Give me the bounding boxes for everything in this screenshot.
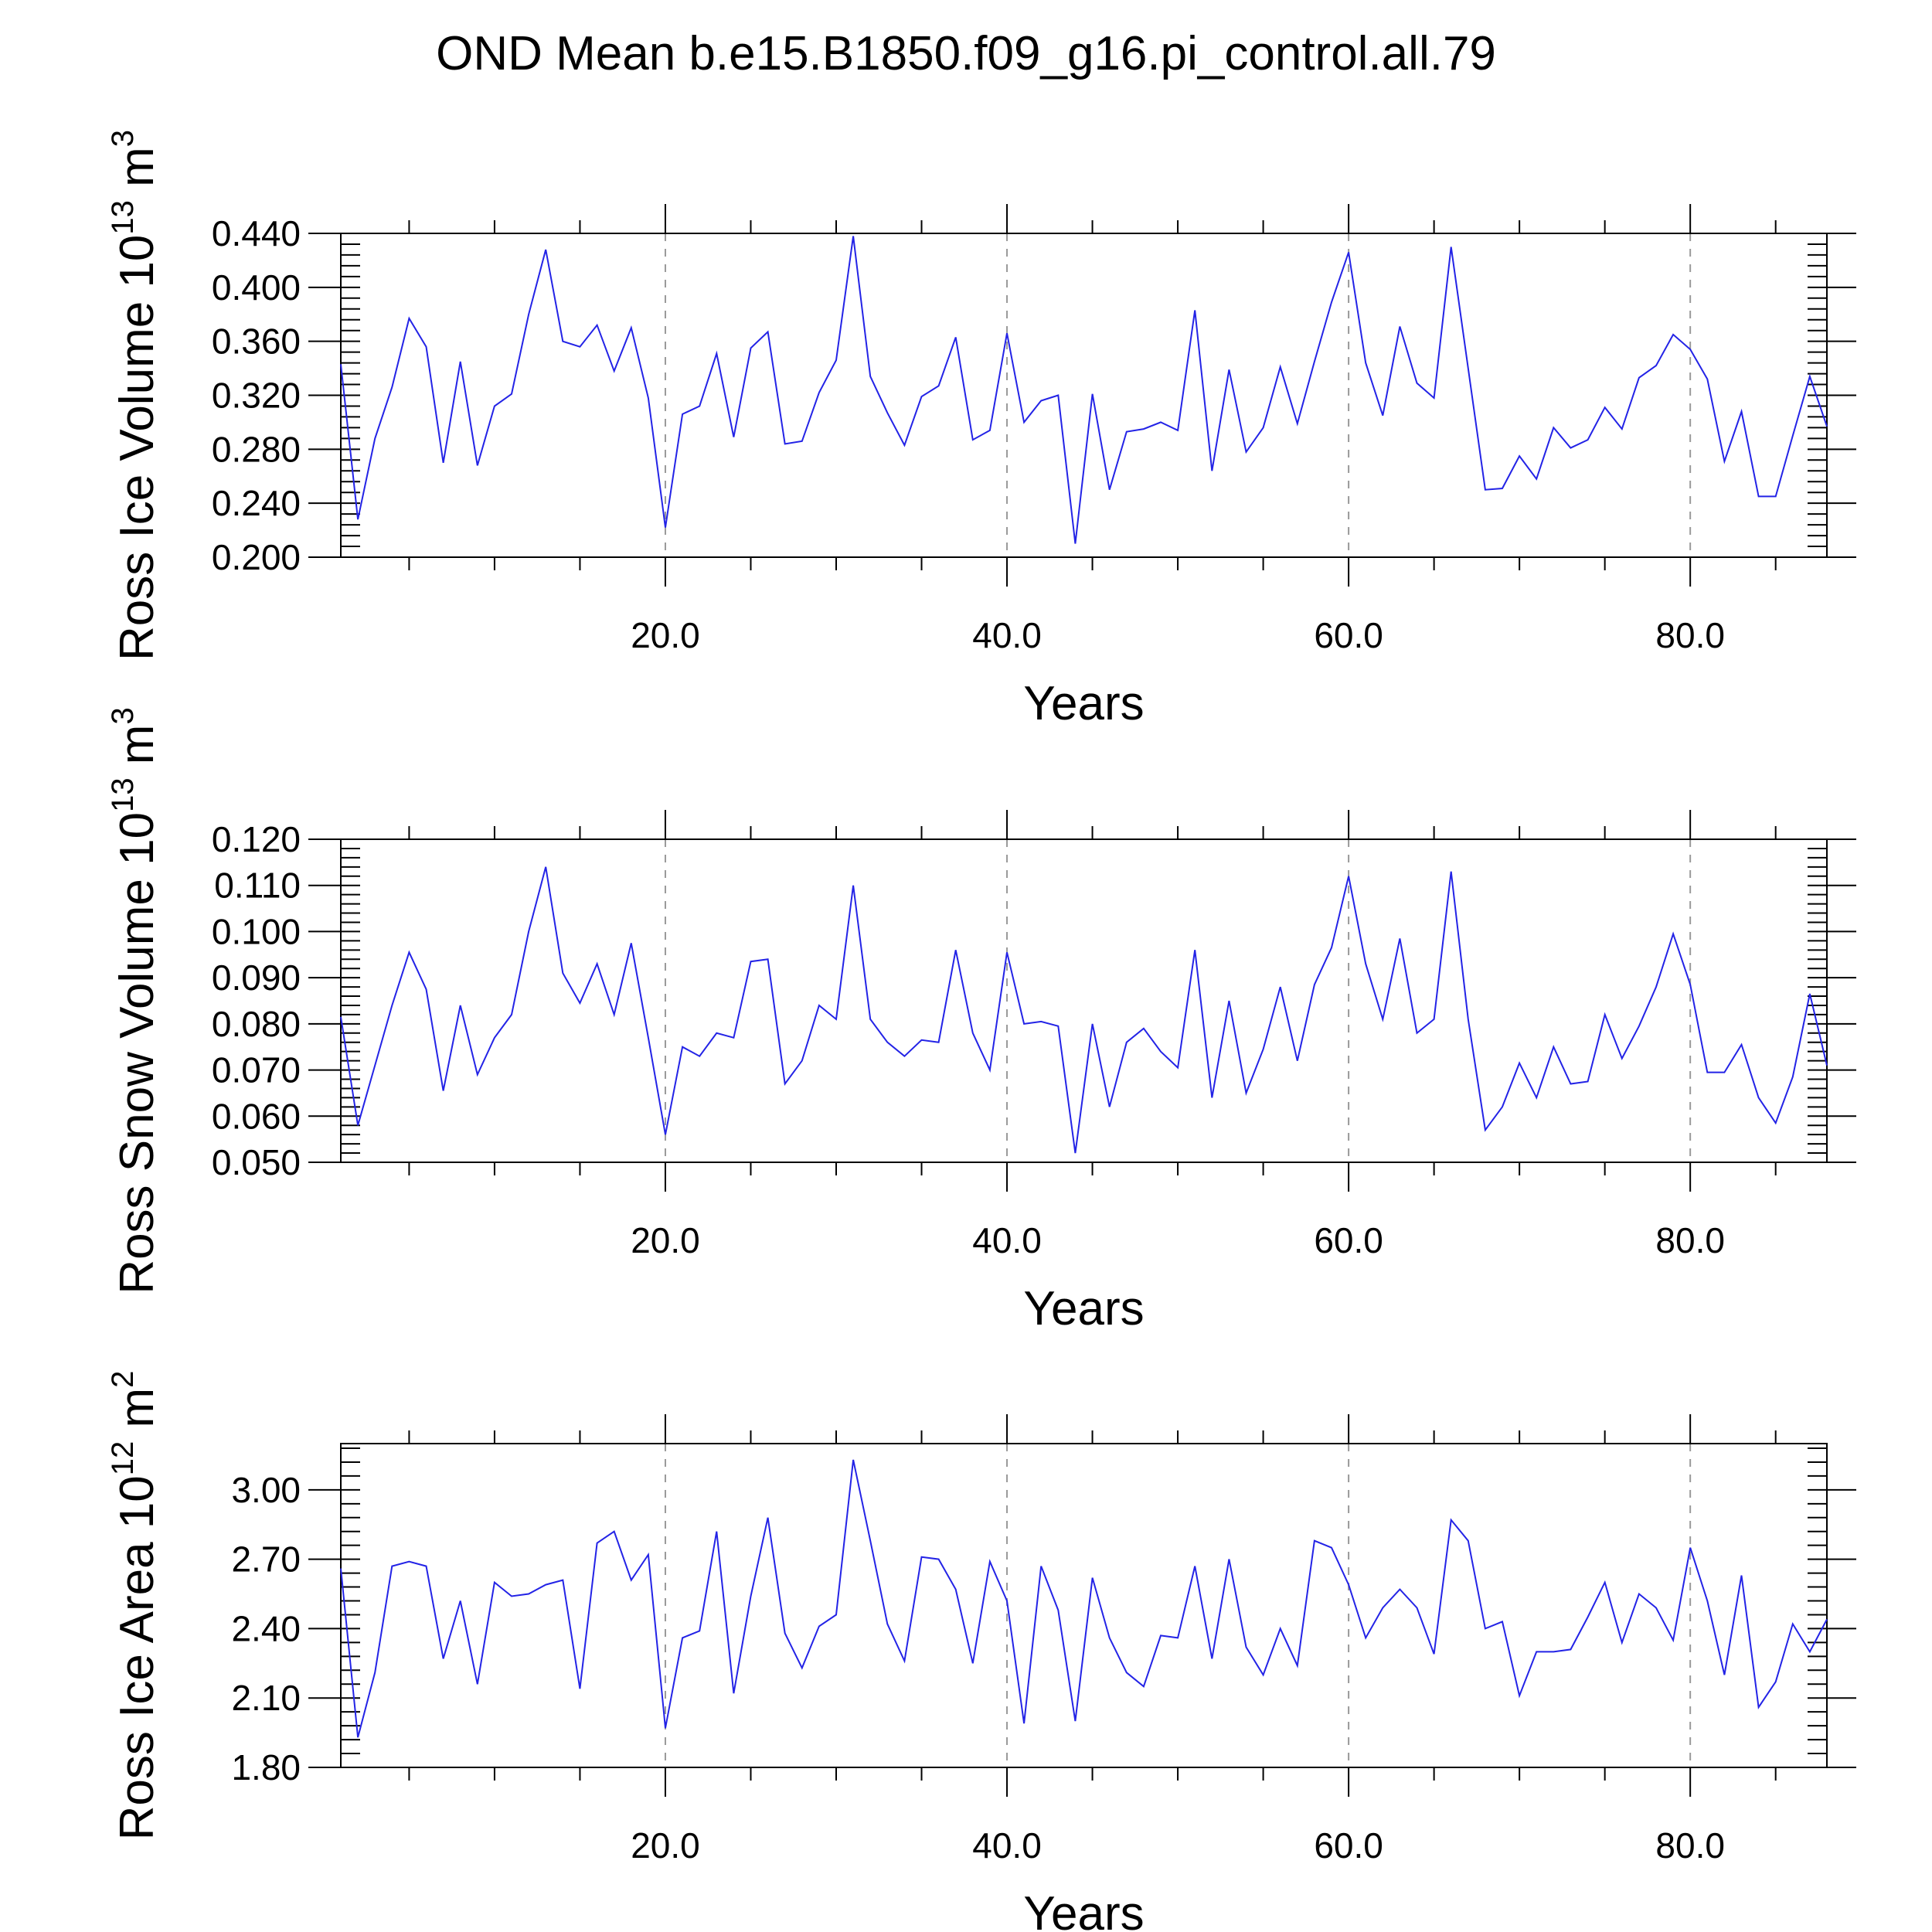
chart-panel-3: 1.80 2.10 2.40 2.70 3.00 20.0 40.0 60.0 80.0 Year… xyxy=(106,1371,1856,1932)
series-line xyxy=(340,1459,1828,1738)
y-tick-label: 3.00 xyxy=(231,1470,301,1510)
y-tick-label: 0.200 xyxy=(212,537,301,577)
y-tick-label: 0.360 xyxy=(212,321,301,362)
y-axis-title: Ross Snow Volume 1013 m3 xyxy=(106,707,164,1294)
series-line xyxy=(340,866,1828,1154)
y-tick-label: 0.400 xyxy=(212,267,301,308)
y-tick-label: 2.40 xyxy=(231,1608,301,1648)
x-tick-label: 60.0 xyxy=(1314,1825,1383,1866)
y-tick-label: 0.080 xyxy=(212,1004,301,1044)
x-tick-label: 40.0 xyxy=(972,1220,1042,1260)
y-axis-title-ylabel-unit-exp: 2 xyxy=(106,1371,140,1388)
y-tick-label: 0.090 xyxy=(212,957,301,998)
x-axis-title: Years xyxy=(1023,1887,1144,1932)
x-tick-label: 60.0 xyxy=(1314,1220,1383,1260)
y-axis-title-ylabel-unit: m xyxy=(111,725,164,778)
y-tick-label: 0.280 xyxy=(212,429,301,469)
y-axis-title-ylabel-exp: 12 xyxy=(106,1441,140,1476)
y-axis-title-ylabel-unit-exp: 3 xyxy=(106,707,140,724)
y-tick-label: 0.050 xyxy=(212,1142,301,1182)
y-tick-label: 0.240 xyxy=(212,483,301,523)
y-axis-title: Ross Ice Area 1012 m2 xyxy=(106,1371,164,1841)
y-tick-label: 0.110 xyxy=(214,866,301,906)
series-line xyxy=(340,236,1828,544)
x-tick-label: 80.0 xyxy=(1655,1825,1725,1866)
y-axis-title-ylabel-main: Ross Ice Volume 10 xyxy=(111,235,164,661)
x-tick-label: 80.0 xyxy=(1655,1220,1725,1260)
y-axis-title-ylabel-main: Ross Snow Volume 10 xyxy=(111,812,164,1294)
y-tick-label: 0.120 xyxy=(212,819,301,859)
y-axis-title-ylabel-unit-exp: 3 xyxy=(106,130,140,147)
y-axis-title-ylabel-main: Ross Ice Area 10 xyxy=(111,1475,164,1840)
chart-panel-1: 0.200 0.240 0.280 0.320 0.360 0.400 0.440 20.0 4… xyxy=(106,130,1856,730)
y-tick-label: 0.070 xyxy=(212,1050,301,1090)
y-axis-title-ylabel-exp: 13 xyxy=(106,200,140,235)
x-axis-title: Years xyxy=(1023,677,1144,730)
y-axis-title-ylabel-unit: m xyxy=(111,147,164,200)
y-axis-title-ylabel-exp: 13 xyxy=(106,777,140,812)
x-tick-label: 40.0 xyxy=(972,1825,1042,1866)
y-tick-label: 2.10 xyxy=(231,1678,301,1718)
y-axis-title-ylabel-unit: m xyxy=(111,1388,164,1441)
y-tick-label: 0.440 xyxy=(212,213,301,253)
y-tick-label: 2.70 xyxy=(231,1539,301,1580)
plot-frame xyxy=(340,1443,1828,1768)
x-tick-label: 20.0 xyxy=(631,1825,700,1866)
x-tick-label: 20.0 xyxy=(631,615,700,655)
plot-frame xyxy=(340,838,1828,1163)
x-axis-title: Years xyxy=(1023,1282,1144,1335)
x-tick-label: 20.0 xyxy=(631,1220,700,1260)
x-tick-label: 40.0 xyxy=(972,615,1042,655)
chart-panel-2: 0.050 0.060 0.070 0.080 0.090 0.100 0.110 0.120… xyxy=(106,707,1856,1335)
panels: 0.200 0.240 0.280 0.320 0.360 0.400 0.440 20.0 4… xyxy=(106,130,1856,1932)
plot-frame xyxy=(340,233,1828,558)
y-tick-label: 1.80 xyxy=(231,1747,301,1787)
x-tick-label: 60.0 xyxy=(1314,615,1383,655)
y-tick-label: 0.060 xyxy=(212,1096,301,1136)
y-tick-label: 0.100 xyxy=(212,911,301,951)
x-tick-label: 80.0 xyxy=(1655,615,1725,655)
y-axis-title: Ross Ice Volume 1013 m3 xyxy=(106,130,164,661)
y-tick-label: 0.320 xyxy=(212,376,301,416)
figure-title: OND Mean b.e15.B1850.f09_g16.pi_control.… xyxy=(436,27,1496,80)
